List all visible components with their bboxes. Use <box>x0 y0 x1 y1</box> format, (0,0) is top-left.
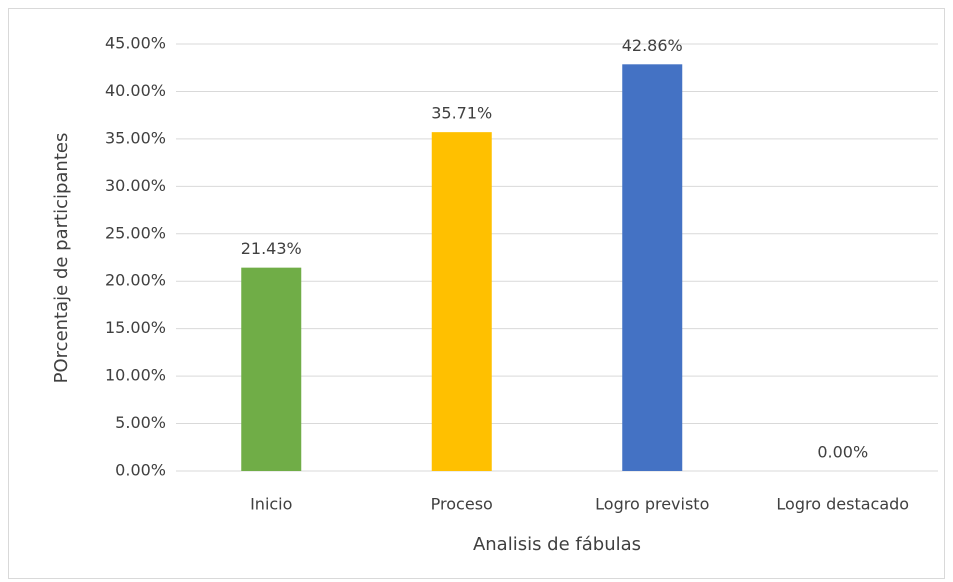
y-tick-label: 10.00% <box>105 366 166 385</box>
x-tick-label: Logro previsto <box>595 495 709 514</box>
x-tick-label: Logro destacado <box>776 495 909 514</box>
data-label: 0.00% <box>817 443 868 462</box>
y-tick-label: 25.00% <box>105 223 166 242</box>
data-label: 35.71% <box>431 104 492 123</box>
y-axis-title: POrcentaje de participantes <box>51 133 72 384</box>
y-tick-label: 20.00% <box>105 271 166 290</box>
x-tick-label: Inicio <box>250 495 292 514</box>
y-tick-label: 30.00% <box>105 176 166 195</box>
bar <box>241 267 302 471</box>
x-axis-title: Analisis de fábulas <box>473 534 641 555</box>
y-tick-label: 0.00% <box>115 461 166 480</box>
y-tick-label: 15.00% <box>105 318 166 337</box>
y-tick-label: 40.00% <box>105 81 166 100</box>
data-label: 21.43% <box>241 239 302 258</box>
y-tick-label: 45.00% <box>105 34 166 53</box>
x-tick-label: Proceso <box>431 495 493 514</box>
bar <box>431 132 492 471</box>
y-tick-label: 35.00% <box>105 128 166 147</box>
y-tick-label: 5.00% <box>115 413 166 432</box>
data-label: 42.86% <box>622 36 683 55</box>
bar <box>622 64 683 472</box>
